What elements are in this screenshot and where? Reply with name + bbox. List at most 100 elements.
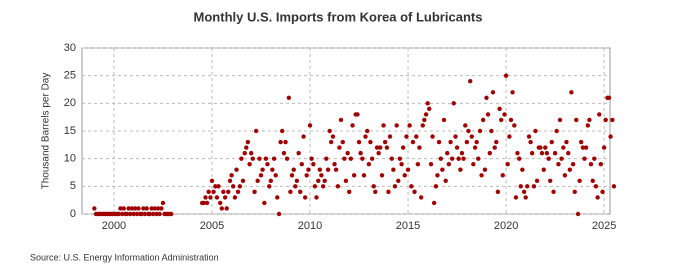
data-point [583,145,589,150]
data-point [222,195,228,200]
data-point [461,156,466,161]
data-point [577,178,582,183]
x-tick-label: 2020 [494,220,518,232]
data-point [587,117,592,123]
y-tick-label: 20 [64,97,76,109]
data-point [270,167,275,172]
data-point [343,178,349,183]
data-point [414,134,419,139]
data-point [412,189,417,195]
data-point [369,156,375,161]
data-point [262,200,267,206]
data-point [250,156,255,161]
data-point [249,150,254,156]
data-point [402,173,407,178]
data-point [152,206,157,211]
data-point [422,117,427,123]
data-point [559,156,564,161]
data-point [430,134,435,139]
data-point [490,90,496,95]
data-point [436,139,442,145]
data-point [255,178,260,183]
data-point [155,206,161,211]
data-point [528,139,533,145]
data-point [497,106,502,112]
data-point [351,173,357,178]
data-point [330,134,336,139]
data-point [526,134,532,139]
data-point [389,156,394,161]
data-point [611,184,617,189]
data-point [304,173,309,178]
data-point [518,184,523,189]
data-point [544,150,550,156]
data-point [363,134,368,139]
x-tick-label: 2000 [102,220,126,232]
data-point [477,128,483,134]
data-point [472,145,478,150]
data-point [492,145,497,150]
data-point [500,173,505,178]
data-point [203,195,208,200]
data-point [309,156,314,161]
data-point [227,178,233,183]
data-point [147,211,153,217]
data-point [342,156,347,161]
data-point [257,156,262,161]
data-point [244,145,249,150]
data-point [598,162,603,167]
data-point [474,139,479,145]
data-point [484,95,489,101]
data-point [480,117,486,123]
data-point [546,156,551,161]
data-point [263,156,269,161]
data-point [384,145,390,150]
data-point [541,167,546,172]
data-point [219,206,224,211]
data-point [298,189,303,195]
data-point [234,167,239,172]
data-point [464,139,470,145]
data-point [523,195,528,200]
data-point [211,189,216,195]
data-point [445,150,450,156]
data-point [503,73,509,78]
data-point [534,178,540,183]
data-point [307,123,313,128]
data-point [425,101,430,106]
data-point [288,189,293,195]
data-point [320,184,326,189]
data-point [510,90,515,95]
data-point [512,123,517,128]
data-point [131,211,136,217]
data-point [235,189,241,195]
data-point [454,145,460,150]
data-point [118,206,123,211]
data-point [479,173,484,178]
data-point [273,173,278,178]
data-point [387,134,393,139]
data-point [603,117,608,123]
data-point [312,184,318,189]
data-point [468,79,473,84]
data-point [294,178,300,183]
data-point [382,139,388,145]
data-point [469,134,474,139]
data-point [543,145,548,150]
data-point [487,150,493,156]
data-point [381,123,386,128]
data-point [569,90,574,95]
data-point [281,150,287,156]
data-point [306,167,311,172]
data-point [345,150,350,156]
data-point [338,117,344,123]
data-point [428,162,434,167]
data-point [438,156,443,161]
data-point [169,211,174,217]
data-point [495,189,501,195]
data-point [427,106,432,112]
data-point [582,156,587,161]
data-point [507,134,512,139]
y-tick-label: 10 [64,153,76,165]
